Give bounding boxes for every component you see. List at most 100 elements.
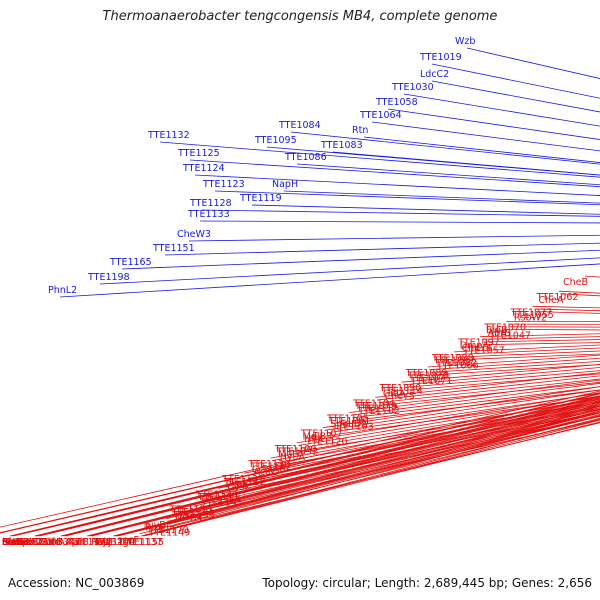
reverse-gene-label: TTE1120 <box>305 437 348 448</box>
forward-gene-label: NapH <box>272 179 298 190</box>
forward-gene-label: TTE1083 <box>320 140 363 151</box>
forward-gene-leader <box>283 190 600 204</box>
reverse-gene-label: TTE1107 <box>300 429 343 440</box>
forward-gene-leader <box>99 257 600 285</box>
reverse-gene-leader <box>375 372 600 398</box>
forward-gene-label: CheW3 <box>177 229 211 240</box>
reverse-gene-label: BioB <box>486 325 508 336</box>
reverse-gene-leader <box>11 396 600 537</box>
reverse-gene-leader <box>39 401 600 537</box>
reverse-gene-label: BaeS6 <box>2 537 32 548</box>
reverse-gene-label: TTE1149 <box>148 528 191 539</box>
reverse-gene-label: TTE1100 <box>274 444 317 455</box>
forward-gene-leader <box>164 242 600 256</box>
reverse-gene-label: CcmA6 <box>252 464 286 475</box>
forward-gene-leader <box>403 93 600 127</box>
reverse-gene-label: TTE1097 <box>457 338 500 349</box>
reverse-gene-label: TTE1155 <box>121 537 164 548</box>
forward-gene-leader <box>387 108 600 140</box>
reverse-gene-label: TTE1135 <box>195 489 238 500</box>
reverse-gene-leader <box>116 414 600 537</box>
reverse-gene-label: TTE1075 <box>408 373 451 384</box>
reverse-gene-label: AarF <box>67 537 89 548</box>
topology-summary: Topology: circular; Length: 2,689,445 bp… <box>262 576 592 590</box>
forward-gene-leader <box>266 146 600 176</box>
forward-gene-label: TTE1198 <box>87 272 130 283</box>
reverse-gene-leader <box>88 407 600 537</box>
reverse-gene-label: hisS <box>2 537 22 548</box>
reverse-gene-leader <box>298 395 600 446</box>
forward-gene-label: TTE1095 <box>254 135 297 146</box>
forward-gene-labels: Wzb TTE1019 LdcC2 TTE1030 TTE1058 TTE1064 Rtn T… <box>48 36 600 298</box>
reverse-gene-label: HflX <box>304 434 324 445</box>
reverse-gene-label: TTE1091 <box>328 416 371 427</box>
reverse-gene-label: GloB <box>41 537 63 548</box>
reverse-gene-label: TTE1055 <box>511 310 554 321</box>
reverse-gene-leader <box>191 409 600 504</box>
reverse-gene-label: ProP5 <box>145 522 172 533</box>
forward-gene-label: TTE1125 <box>177 148 220 159</box>
reverse-gene-label: GltP <box>2 537 22 548</box>
reverse-gene-label: AbrB <box>488 328 511 339</box>
reverse-gene-leader <box>141 417 600 537</box>
forward-gene-label: TTE1124 <box>182 163 225 174</box>
reverse-gene-leader <box>299 398 600 449</box>
reverse-gene-label: AcuC <box>254 467 279 478</box>
reverse-gene-leader <box>60 401 600 537</box>
reverse-gene-label: CheY4 <box>462 343 492 354</box>
reverse-gene-label: CheA <box>538 295 563 306</box>
reverse-gene-leader <box>427 354 600 368</box>
forward-gene-leader <box>159 141 600 178</box>
reverse-gene-leader <box>324 389 600 431</box>
forward-gene-label: TTE1123 <box>202 179 245 190</box>
reverse-gene-label: DmpA <box>460 340 490 351</box>
reverse-gene-label: RsbW2 <box>514 313 547 324</box>
forward-gene-leader <box>121 249 600 270</box>
reverse-gene-leader <box>296 392 600 444</box>
reverse-gene-leader <box>37 399 600 537</box>
reverse-gene-label: TTE1077 <box>510 307 553 318</box>
forward-gene-label: TTE1019 <box>419 52 462 63</box>
reverse-gene-leader <box>326 392 600 434</box>
reverse-gene-label: SpoIID2 <box>330 419 367 430</box>
reverse-gene-leader <box>403 367 600 386</box>
reverse-gene-leader <box>401 363 600 383</box>
forward-gene-label: TTE1128 <box>189 198 232 209</box>
forward-gene-label: TTE1165 <box>109 257 152 268</box>
reverse-gene-label: TTE1114 <box>380 386 423 397</box>
reverse-gene-leader <box>142 419 600 537</box>
reverse-gene-leader <box>0 392 600 534</box>
forward-gene-label: Rtn <box>352 125 368 136</box>
reverse-gene-leader <box>13 397 600 537</box>
reverse-gene-leader <box>350 382 600 416</box>
reverse-gene-label: AslB3 <box>42 537 69 548</box>
reverse-gene-label: TTE1089 <box>405 368 448 379</box>
forward-gene-leader <box>59 263 600 298</box>
forward-gene-leader <box>189 159 600 188</box>
reverse-gene-labels: CheBCheARsbW2TTE1047TTE1062TTE1055AbrBTT… <box>0 275 600 548</box>
reverse-gene-leader <box>429 357 600 371</box>
reverse-gene-leader <box>165 412 600 520</box>
forward-gene-leader <box>371 121 600 152</box>
reverse-gene-label: TTE1090 <box>379 383 422 394</box>
forward-gene-label: TTE1084 <box>278 120 321 131</box>
reverse-gene-label: GidA <box>383 388 406 399</box>
reverse-gene-label: GdhA <box>39 537 65 548</box>
reverse-gene-label: TTE1087 <box>433 356 476 367</box>
reverse-gene-leader <box>404 370 600 388</box>
reverse-gene-label: TTE1130 <box>248 459 291 470</box>
forward-gene-label: LdcC2 <box>420 69 449 80</box>
forward-gene-label: PhnL2 <box>48 285 77 296</box>
reverse-gene-label: RecJ <box>91 537 111 548</box>
reverse-gene-leader <box>87 405 600 537</box>
reverse-gene-leader <box>376 375 600 401</box>
reverse-gene-label: TTE1105 <box>326 414 369 425</box>
forward-gene-leader <box>363 136 600 163</box>
reverse-gene-leader <box>65 405 600 537</box>
reverse-gene-leader <box>118 415 600 537</box>
forward-gene-leader <box>431 80 600 113</box>
forward-gene-label: TTE1064 <box>359 110 402 121</box>
reverse-gene-label: TTE1079 <box>354 401 397 412</box>
reverse-gene-label: TTE1152 <box>249 462 292 473</box>
